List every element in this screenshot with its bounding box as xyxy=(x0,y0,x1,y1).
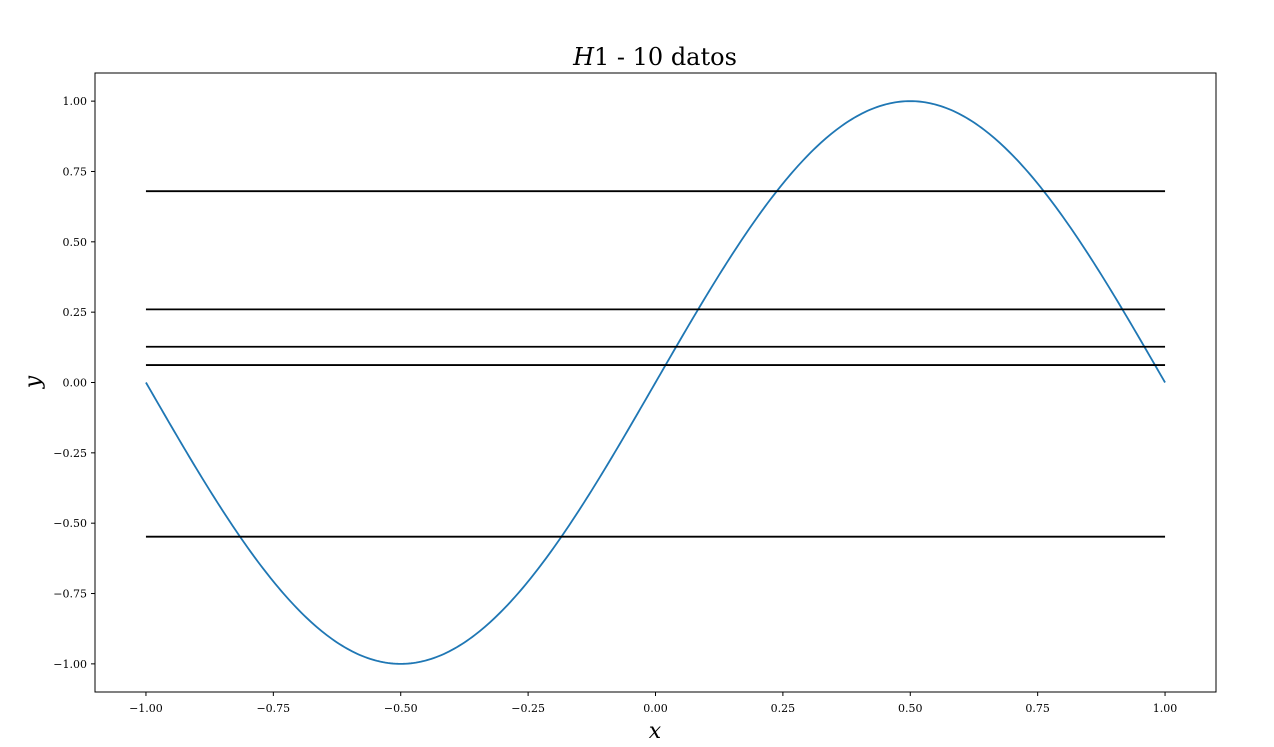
y-axis-label: y xyxy=(21,375,46,389)
y-tick-label: −0.25 xyxy=(53,447,87,460)
y-axis-ticks: −1.00 −0.75 −0.50 −0.25 0.00 0.25 0.50 0.75 1.00 xyxy=(53,95,95,671)
x-tick-label: 0.00 xyxy=(643,702,668,715)
x-axis-label: x xyxy=(649,719,662,744)
plot-area xyxy=(94,72,1217,693)
x-tick-label: 0.50 xyxy=(898,702,923,715)
x-tick-label: −0.75 xyxy=(256,702,290,715)
y-tick-label: −1.00 xyxy=(53,658,87,671)
y-tick-label: −0.75 xyxy=(53,588,87,601)
series-sine-curve xyxy=(145,100,1166,665)
y-tick-label: 0.00 xyxy=(63,377,88,390)
x-tick-label: 0.25 xyxy=(771,702,796,715)
x-tick-label: −0.50 xyxy=(384,702,418,715)
x-tick-label: 0.75 xyxy=(1025,702,1050,715)
y-tick-label: −0.50 xyxy=(53,517,87,530)
x-tick-label: −0.25 xyxy=(511,702,545,715)
y-tick-label: 0.50 xyxy=(63,236,88,249)
x-axis-ticks: −1.00 −0.75 −0.50 −0.25 0.00 0.25 0.50 0.75 1.00 xyxy=(129,692,1177,715)
y-tick-label: 0.25 xyxy=(63,306,88,319)
x-tick-label: −1.00 xyxy=(129,702,163,715)
chart-title-rest: 1 - 10 datos xyxy=(594,43,737,71)
x-tick-label: 1.00 xyxy=(1153,702,1178,715)
chart-title: H1 - 10 datos xyxy=(572,43,737,71)
chart-title-symbol: H xyxy=(572,43,595,71)
y-tick-label: 1.00 xyxy=(63,95,88,108)
y-tick-label: 0.75 xyxy=(63,165,88,178)
